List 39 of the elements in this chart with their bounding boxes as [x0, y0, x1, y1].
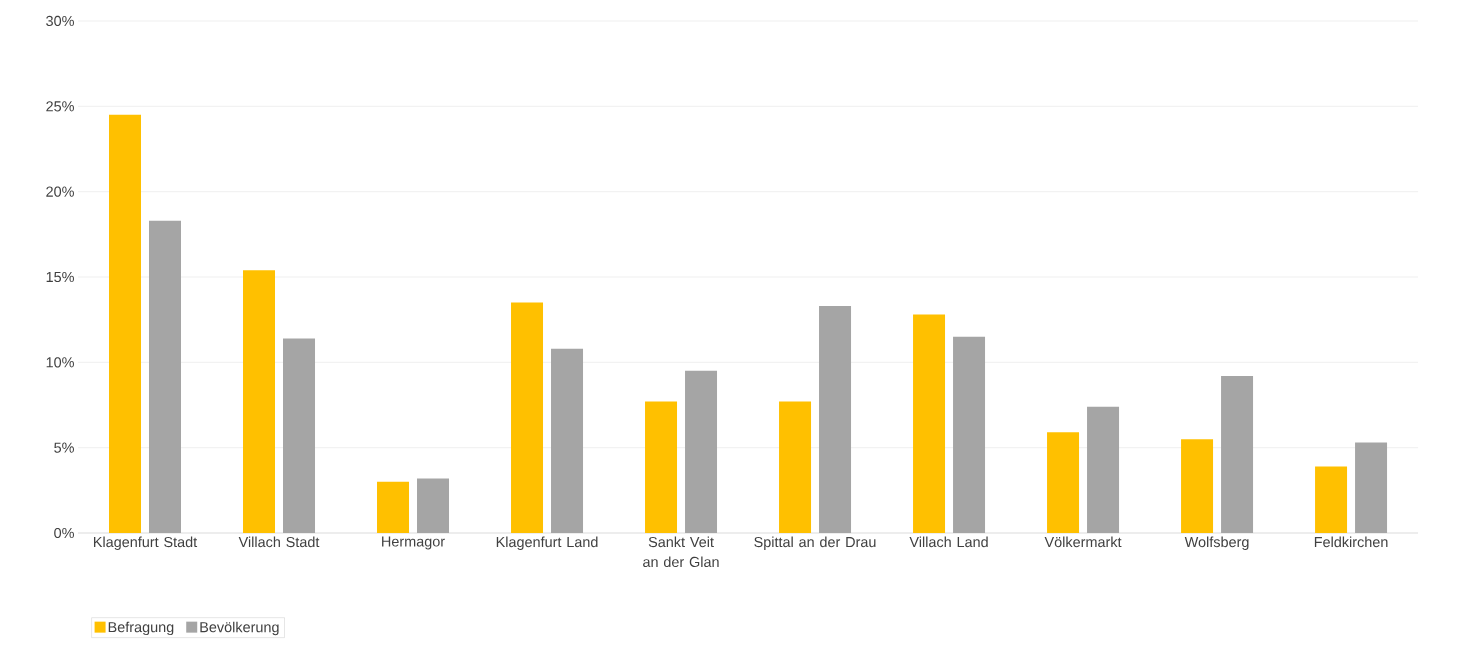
x-tick-label: Wolfsberg [1184, 536, 1249, 550]
y-tick-label: 20% [46, 186, 74, 197]
x-tick-label: Sankt Veit an der Glan [643, 536, 719, 568]
legend-label: Bevölkerung [200, 621, 279, 636]
x-tick-label: Klagenfurt Stadt [93, 536, 198, 550]
x-tick-label: Feldkirchen [1314, 536, 1388, 548]
bar [685, 370, 718, 533]
bar [417, 478, 450, 533]
bar [243, 270, 276, 533]
bar [551, 348, 584, 533]
x-tick-label: Klagenfurt Land [496, 536, 598, 550]
y-tick-label: 0% [54, 527, 74, 539]
bar [1315, 466, 1348, 533]
bar [1181, 439, 1214, 533]
x-tick-label: Villach Land [909, 536, 988, 548]
y-tick-label: 10% [46, 357, 74, 368]
bar [779, 401, 812, 533]
bar [1087, 406, 1120, 533]
y-tick-label: 5% [54, 442, 74, 453]
x-tick-label: Hermagor [382, 536, 445, 550]
bar [149, 220, 181, 533]
x-tick-label: Völkermarkt [1044, 536, 1122, 548]
bar [377, 481, 410, 533]
y-tick-label: 25% [46, 101, 74, 112]
bar [109, 114, 141, 533]
bar [913, 314, 946, 533]
bar [819, 306, 852, 533]
y-tick-label: 30% [46, 15, 74, 27]
bar [1221, 375, 1254, 533]
bar [283, 338, 316, 533]
legend-label: Befragung [108, 621, 174, 636]
bar [1355, 442, 1388, 533]
x-tick-label: Villach Stadt [238, 536, 320, 548]
bar [953, 336, 986, 533]
bar [511, 302, 544, 533]
x-tick-label: Spittal an der Drau [754, 536, 876, 550]
bar [645, 401, 678, 533]
y-tick-label: 15% [46, 271, 74, 283]
bar [1047, 432, 1080, 533]
